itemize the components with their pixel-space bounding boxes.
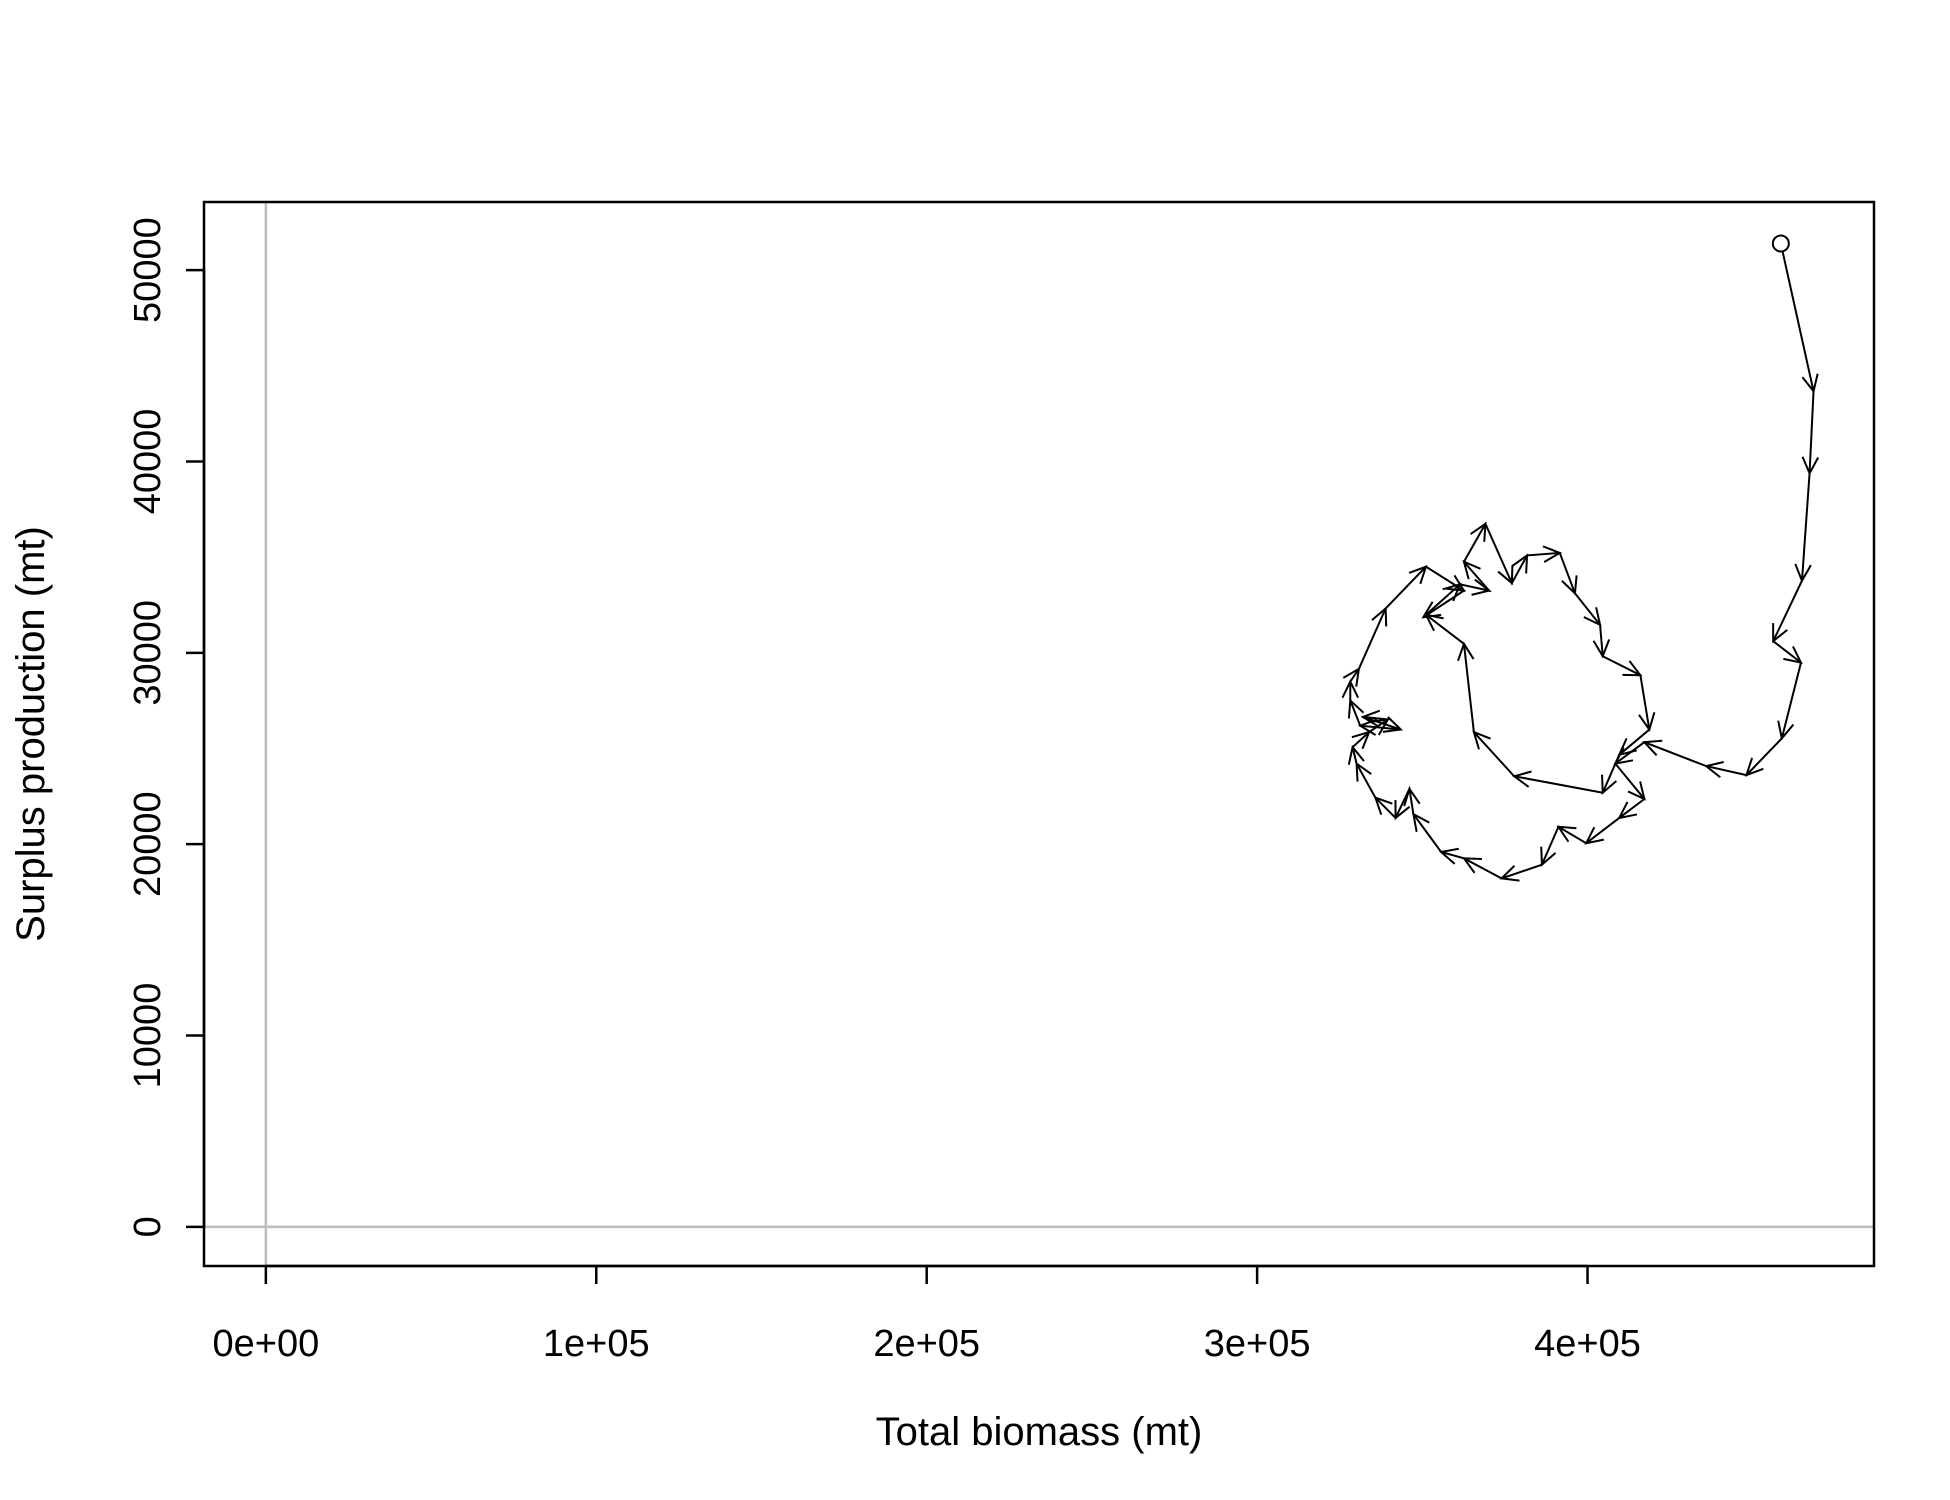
arrowhead: [1794, 563, 1812, 583]
arrowhead: [1462, 560, 1481, 580]
arrowhead: [1601, 774, 1618, 795]
x-tick-label: 0e+00: [212, 1323, 319, 1365]
arrowhead: [1540, 846, 1557, 867]
arrowhead: [1638, 712, 1656, 732]
arrowhead: [1772, 623, 1788, 644]
y-axis-title: Surplus production (mt): [9, 526, 53, 942]
arrowhead: [1341, 679, 1360, 699]
arrowhead: [1371, 606, 1388, 627]
arrowhead: [1394, 799, 1411, 821]
arrowhead: [1511, 553, 1529, 574]
arrowhead: [1617, 801, 1638, 820]
arrowhead: [1408, 565, 1428, 585]
arrowhead: [1703, 761, 1724, 779]
arrowhead: [1382, 716, 1404, 733]
start-point: [1771, 234, 1790, 253]
arrowhead: [1497, 565, 1514, 586]
axes: 0e+00 1e+05 2e+05 3e+05 4e+05 0 10000 20000 3000…: [127, 217, 1641, 1365]
y-tick-label: 40000: [127, 409, 169, 515]
arrowhead: [1622, 660, 1643, 677]
arrowhead: [1511, 770, 1532, 788]
reference-lines: [204, 202, 1874, 1266]
arrowhead: [1801, 373, 1819, 394]
arrowhead: [1584, 826, 1605, 845]
arrowhead: [1369, 718, 1390, 736]
data-layer: [1341, 234, 1820, 882]
arrowhead: [1617, 737, 1637, 757]
arrowhead: [1445, 574, 1466, 592]
arrowhead: [1556, 825, 1577, 843]
x-tick-label: 3e+05: [1204, 1323, 1311, 1365]
arrowhead: [1360, 709, 1381, 728]
y-tick-label: 30000: [127, 600, 169, 706]
arrowhead: [1357, 718, 1378, 736]
x-tick-label: 4e+05: [1534, 1323, 1641, 1365]
arrowhead: [1457, 641, 1475, 662]
arrowhead: [1347, 744, 1365, 765]
arrowhead: [1583, 607, 1602, 627]
x-tick-label: 2e+05: [873, 1323, 980, 1365]
y-tick-label: 10000: [127, 983, 169, 1089]
arrowhead: [1783, 646, 1803, 664]
arrowhead: [1472, 730, 1491, 750]
arrowhead: [1542, 545, 1563, 563]
arrowhead: [1403, 786, 1421, 807]
arrowhead: [1442, 582, 1462, 602]
arrowhead: [1801, 456, 1820, 476]
x-axis-title: Total biomass (mt): [876, 1410, 1203, 1454]
arrowhead: [1777, 720, 1795, 741]
arrowhead: [1461, 857, 1482, 874]
y-tick-label: 0: [127, 1216, 169, 1237]
y-tick-label: 50000: [127, 217, 169, 323]
arrowhead: [1412, 812, 1430, 833]
y-tick-label: 20000: [127, 791, 169, 897]
arrowhead: [1499, 865, 1520, 882]
arrowhead: [1438, 847, 1460, 865]
x-tick-label: 1e+05: [543, 1323, 650, 1365]
arrowhead: [1592, 639, 1611, 659]
arrowhead: [1470, 521, 1487, 542]
arrowhead: [1744, 757, 1764, 777]
arrowhead: [1355, 761, 1372, 782]
arrowhead: [1561, 575, 1578, 596]
arrowhead: [1342, 666, 1361, 687]
arrowhead: [1424, 613, 1444, 632]
arrowhead: [1471, 578, 1492, 596]
arrowhead: [1347, 698, 1365, 719]
arrowhead: [1373, 796, 1393, 816]
arrowhead: [1642, 739, 1663, 757]
arrowhead: [1627, 781, 1646, 801]
